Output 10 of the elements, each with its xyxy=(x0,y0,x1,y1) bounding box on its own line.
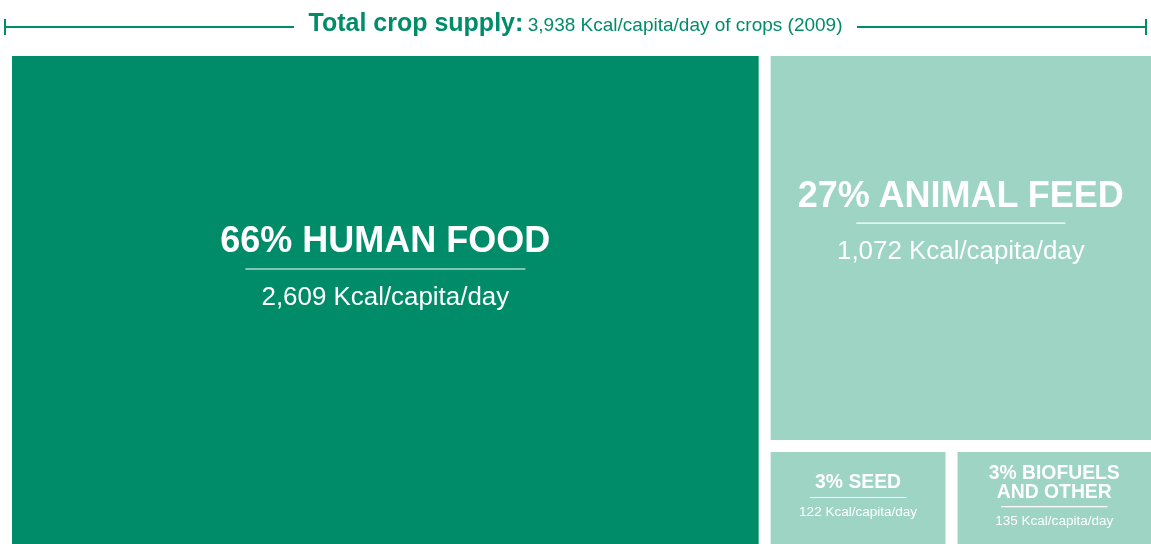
text: Total crop supply: xyxy=(308,8,524,36)
category-label: 66% HUMAN FOOD xyxy=(220,219,551,261)
category-label: 3% BIOFUELS AND OTHER xyxy=(988,462,1120,502)
category-label: 27% ANIMAL FEED xyxy=(797,173,1124,215)
text: 3,938 Kcal/capita/day of crops (2009) xyxy=(527,14,843,35)
data-label: 2,609 Kcal/capita/day xyxy=(261,281,510,310)
category-label: 3% SEED xyxy=(815,471,902,493)
data-label: 122 Kcal/capita/day xyxy=(799,504,918,520)
data-label: 1,072 Kcal/capita/day xyxy=(836,235,1085,264)
data-label: 135 Kcal/capita/day xyxy=(995,513,1114,529)
